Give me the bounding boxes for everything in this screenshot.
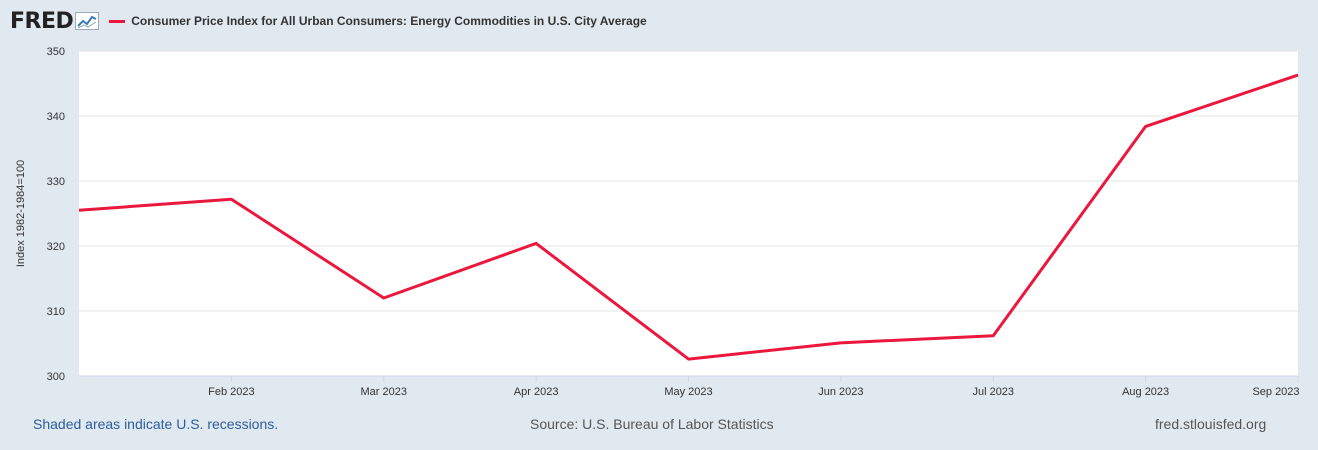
y-tick-label: 310 (47, 306, 65, 318)
y-axis-title: Index 1982-1984=100 (15, 160, 27, 267)
y-tick-label: 300 (47, 371, 65, 383)
y-tick-label: 350 (47, 46, 65, 58)
series-line[interactable] (78, 73, 1299, 361)
x-tick-label: Jul 2023 (972, 386, 1014, 398)
source-text: Source: U.S. Bureau of Labor Statistics (530, 416, 774, 432)
y-tick-label: 340 (47, 111, 65, 123)
legend-label: Consumer Price Index for All Urban Consu… (131, 14, 647, 28)
x-axis-ticks: Feb 2023 Mar 2023 Apr 2023 May 2023 Jun 2023… (208, 376, 1300, 398)
x-tick-label: Aug 2023 (1122, 386, 1169, 398)
legend-swatch (109, 19, 126, 23)
gridlines (79, 50, 1298, 312)
x-tick-label: Apr 2023 (514, 386, 559, 398)
x-tick-label: May 2023 (664, 386, 712, 398)
plot-area (79, 51, 1298, 376)
series (78, 73, 1299, 361)
chart-header: FRED Consumer Price Index for All Urban … (10, 8, 647, 34)
y-tick-label: 330 (47, 176, 65, 188)
legend: Consumer Price Index for All Urban Consu… (109, 14, 647, 28)
fred-logo[interactable]: FRED (10, 8, 74, 34)
y-tick-label: 320 (47, 241, 65, 253)
chart-trend-icon (75, 12, 100, 30)
x-tick-label: Sep 2023 (1252, 386, 1299, 398)
line-chart: 300 310 320 330 340 350 Feb 2023 Mar 2023 Apr 2… (15, 46, 1300, 398)
site-link[interactable]: fred.stlouisfed.org (1155, 416, 1267, 432)
x-tick-label: Mar 2023 (361, 386, 407, 398)
x-tick-label: Jun 2023 (818, 386, 863, 398)
y-axis-ticks: 300 310 320 330 340 350 (47, 46, 65, 383)
x-tick-label: Feb 2023 (208, 386, 254, 398)
recession-note: Shaded areas indicate U.S. recessions. (33, 416, 279, 432)
